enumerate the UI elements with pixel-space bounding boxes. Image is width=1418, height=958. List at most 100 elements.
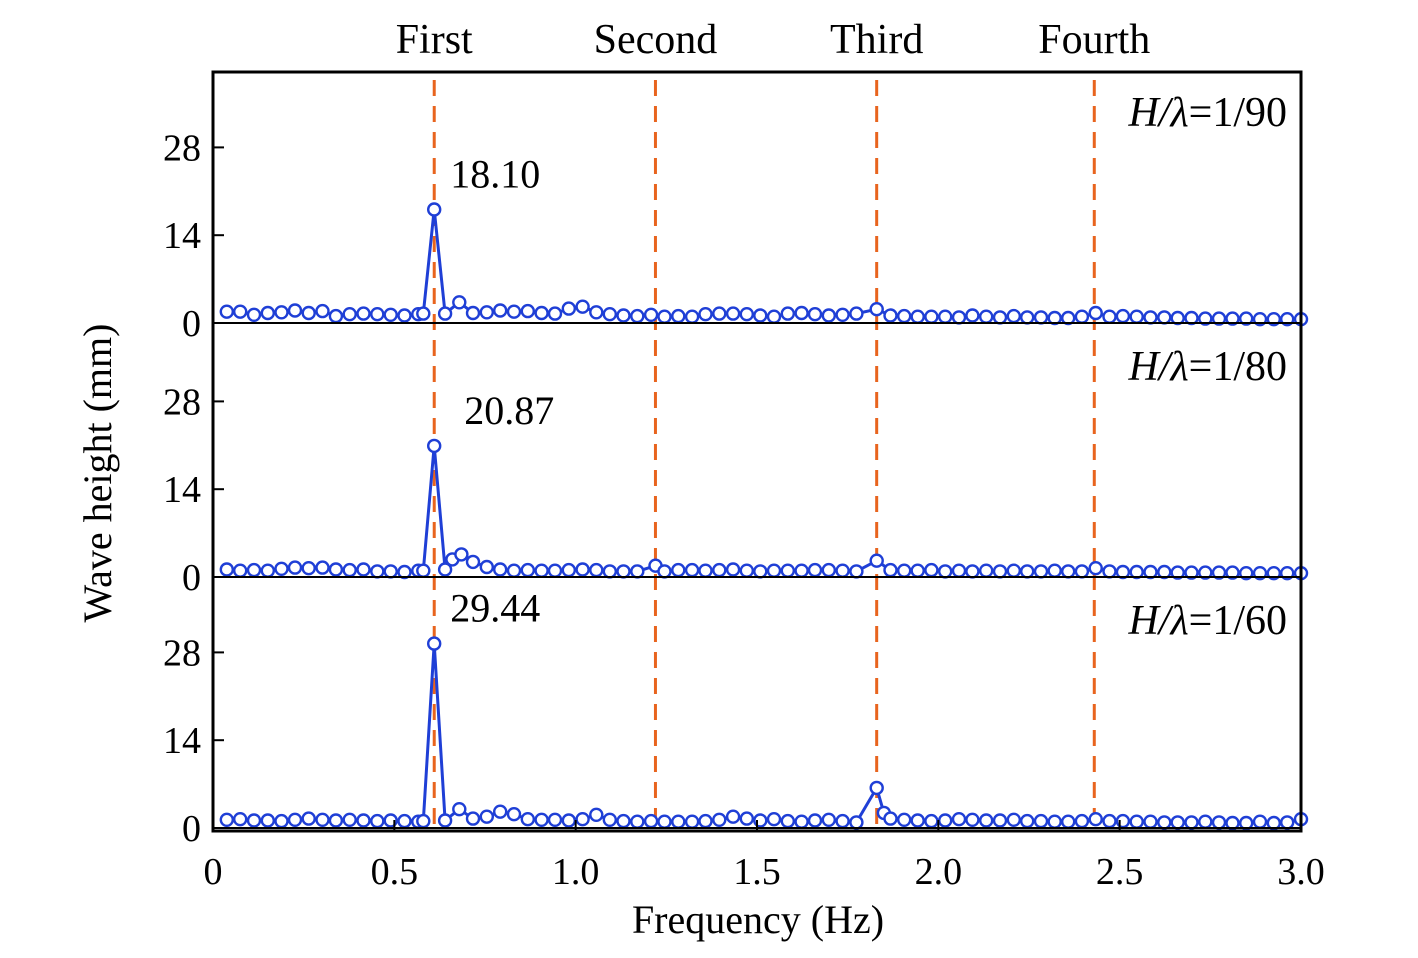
panel-2-data-point (712, 562, 727, 578)
panel-1-data-point (657, 309, 672, 324)
panel-label-ratio: =1/90 (1189, 90, 1287, 136)
panel-2-data-point (739, 563, 754, 578)
panel-1-data-point (370, 307, 385, 322)
x-tick-label: 0.5 (371, 851, 419, 893)
panel-3-data-point (1102, 813, 1117, 829)
panel-1-data-point (671, 308, 686, 324)
panel-label-symbol: H/λ (1127, 90, 1188, 136)
panel-2-data-point (547, 563, 563, 578)
panel-1-data-point (883, 308, 898, 323)
panel-1-data-point (287, 303, 303, 318)
panel-2-data-point (534, 563, 549, 578)
x-tick-label: 2.5 (1096, 851, 1144, 893)
panel-1-data-point (1129, 309, 1144, 324)
panel-1-data-point (938, 309, 953, 324)
panel-1-data-point (643, 307, 659, 322)
panel-1-data-point (1225, 311, 1240, 326)
panel-2-data-point (753, 564, 768, 579)
panel-3-data-point (356, 813, 371, 828)
panel-3-data-point (938, 813, 953, 828)
panel-label-symbol: H/λ (1127, 598, 1188, 644)
panel-2-data-point (437, 562, 453, 577)
panel-1-data-point (1006, 308, 1021, 324)
panel-2-data-point (671, 562, 686, 578)
axes-layer (211, 70, 1303, 833)
panel-1-data-point (328, 308, 344, 324)
panel-3-data-point (370, 813, 385, 829)
panel-3-data-point (1019, 813, 1035, 829)
panel-1-data-point (465, 305, 481, 321)
panel-3-y-tick-label: 28 (163, 632, 201, 674)
panel-2-label: H/λ=1/80 (1127, 344, 1287, 390)
panel-3-y-tick-label: 0 (182, 808, 201, 850)
x-tick-label: 0 (204, 851, 223, 893)
panel-2-data-point (910, 563, 925, 578)
panel-3-data-point (416, 813, 431, 829)
panel-3-data-point (1198, 814, 1213, 829)
panel-1-data-point (1238, 311, 1254, 326)
panel-1-data-point (1074, 309, 1090, 324)
harmonic-label-second: Second (594, 17, 718, 63)
panel-3-data-point (1252, 814, 1268, 829)
panel-3-data-point (561, 813, 576, 828)
panel-2-data-point (1088, 561, 1103, 576)
panel-1-data-point (427, 202, 442, 217)
panel-3-data-point (951, 812, 967, 827)
panel-1-data-point (766, 309, 782, 324)
harmonic-label-third: Third (830, 17, 923, 63)
panel-1-data-point (493, 303, 508, 318)
panel-2-data-point (835, 563, 850, 578)
panel-1-data-point (807, 307, 823, 322)
panel-1-data-point (342, 307, 357, 322)
panel-2-data-point (370, 564, 385, 579)
series-layer (219, 202, 1309, 831)
panel-1-data-point (575, 299, 590, 314)
panel-3-data-point (534, 812, 549, 827)
panel-3-data-point (780, 813, 795, 829)
panel-2-data-point (698, 563, 713, 578)
y-axis-title: Wave height (mm) (75, 324, 120, 623)
plot-frame (211, 70, 1303, 833)
panel-2-data-point (301, 561, 316, 576)
panel-2-data-point (630, 564, 645, 579)
panel-2-data-point (1225, 565, 1240, 580)
harmonic-label-first: First (396, 17, 473, 63)
panel-1-data-point (437, 306, 453, 321)
panel-1-data-point (246, 307, 262, 322)
panel-1-data-point (951, 310, 967, 325)
panel-1-data-point (301, 305, 316, 321)
panel-3-data-point (725, 809, 741, 824)
panel-1-data-point (739, 307, 754, 322)
panel-2-data-point (1170, 565, 1185, 580)
x-axis-title: Frequency (Hz) (632, 897, 884, 942)
panel-1-data-point (274, 305, 289, 320)
panel-3-peak-label: 29.44 (450, 585, 540, 630)
panel-2-data-point (1102, 564, 1117, 579)
panel-2-data-point (938, 564, 953, 579)
panel-2-data-point (232, 563, 248, 578)
panel-1-data-point (315, 303, 330, 319)
panel-2-data-point (725, 562, 741, 577)
panel-3-data-point (1047, 814, 1062, 829)
panel-1-y-tick-label: 14 (163, 215, 201, 257)
panel-2-y-tick-label: 28 (163, 381, 201, 423)
panel-2-data-point (260, 563, 275, 578)
panel-2-data-point (951, 563, 967, 578)
panel-1-data-point (1115, 308, 1131, 324)
panel-3-data-point (1074, 813, 1090, 829)
panel-3-data-point (807, 813, 823, 828)
panel-2-data-point (287, 560, 303, 575)
panel-2-data-point (883, 562, 898, 578)
panel-3-data-point (1157, 815, 1172, 830)
panel-3-data-point (1006, 812, 1021, 827)
panel-1-data-point (835, 307, 850, 322)
panel-2-data-point (992, 564, 1008, 579)
panel-2-peak-label: 20.87 (464, 388, 554, 433)
panel-1-data-point (397, 308, 412, 323)
panel-2-data-point (897, 563, 912, 578)
panel-1-data-point (260, 305, 275, 321)
panel-3-data-point (602, 812, 617, 827)
panel-1-data-point (416, 306, 431, 321)
panel-1-data-point (897, 308, 912, 324)
